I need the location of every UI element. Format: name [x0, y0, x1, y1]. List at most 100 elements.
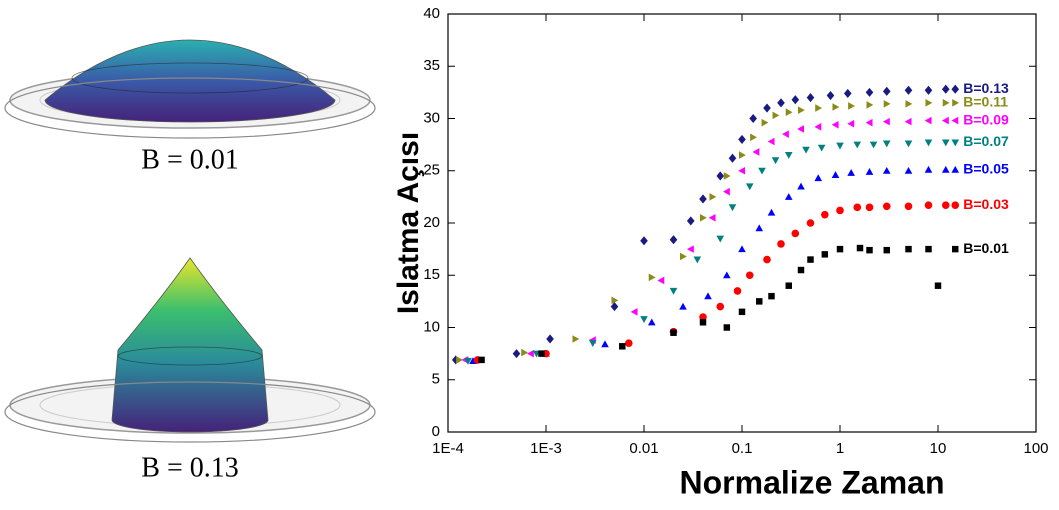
point [785, 282, 792, 289]
point [942, 99, 950, 107]
y-tick-label: 15 [423, 266, 440, 283]
series-label: B=0.07 [963, 133, 1009, 149]
point [758, 167, 766, 175]
point [866, 246, 873, 254]
y-tick-label: 20 [423, 214, 440, 231]
point [832, 103, 840, 111]
series-label: B=0.11 [963, 94, 1008, 110]
point [847, 169, 855, 176]
point [738, 245, 746, 253]
point [699, 313, 707, 321]
point [768, 292, 775, 300]
point [648, 273, 656, 282]
plot-frame [447, 13, 1037, 433]
point [814, 174, 823, 182]
point [925, 245, 932, 253]
point [797, 125, 805, 133]
point [478, 356, 485, 364]
point [728, 204, 737, 212]
point [806, 93, 815, 103]
point [934, 282, 942, 289]
point [699, 213, 707, 222]
point [588, 340, 597, 347]
point [716, 302, 725, 311]
point [738, 308, 746, 316]
point [817, 144, 826, 152]
y-tick-label: 0 [432, 423, 440, 440]
point [905, 100, 913, 108]
point [647, 318, 656, 326]
point [866, 101, 874, 109]
x-tick-label: 1E-3 [530, 440, 562, 457]
point [941, 201, 950, 210]
point [657, 276, 665, 285]
point [791, 229, 800, 238]
point [699, 194, 707, 204]
y-tick-label: 30 [423, 109, 440, 126]
point [755, 224, 764, 232]
point [756, 298, 763, 305]
point [708, 213, 716, 222]
series-label: B=0.05 [963, 160, 1009, 176]
y-tick-label: 25 [423, 162, 440, 179]
point [538, 350, 545, 357]
point [777, 98, 785, 108]
point [723, 324, 731, 331]
series-label: B=0.03 [963, 196, 1009, 212]
point [763, 255, 771, 264]
point [865, 203, 874, 212]
point [853, 141, 862, 149]
point [679, 252, 687, 261]
point [679, 302, 687, 310]
point [882, 86, 891, 96]
point [882, 140, 891, 148]
point [797, 182, 805, 190]
point [865, 87, 874, 97]
point [807, 256, 814, 263]
point [784, 152, 793, 159]
point [572, 335, 580, 343]
point [951, 116, 959, 125]
point [924, 165, 933, 173]
point [527, 349, 534, 358]
point [831, 171, 840, 178]
point [836, 245, 844, 253]
series-label: B=0.13 [963, 80, 1009, 96]
caption: B = 0.01 [141, 144, 238, 175]
point [826, 90, 835, 101]
point [924, 85, 933, 95]
point [686, 216, 695, 226]
point [925, 99, 933, 107]
point [716, 235, 725, 243]
point [848, 102, 855, 110]
point [546, 334, 554, 344]
x-tick-label: 10 [930, 440, 947, 457]
point [771, 157, 780, 165]
point [456, 356, 463, 364]
point [869, 141, 878, 149]
point [865, 118, 873, 127]
point [815, 104, 823, 112]
point [784, 193, 793, 200]
point [610, 302, 619, 312]
point [763, 103, 771, 113]
point [752, 148, 760, 156]
point [767, 137, 775, 146]
point [904, 85, 913, 95]
point [797, 266, 805, 274]
point [761, 118, 769, 127]
x-tick-label: 0.01 [629, 440, 658, 457]
point [630, 308, 638, 316]
point [709, 193, 717, 201]
point [782, 130, 789, 138]
x-tick-label: 100 [1023, 440, 1048, 457]
point [883, 100, 891, 108]
dome-small-b [4, 39, 376, 139]
point [723, 187, 730, 196]
point [669, 287, 678, 295]
point [738, 151, 746, 159]
point [733, 287, 742, 295]
point [843, 88, 852, 98]
point [951, 165, 960, 173]
